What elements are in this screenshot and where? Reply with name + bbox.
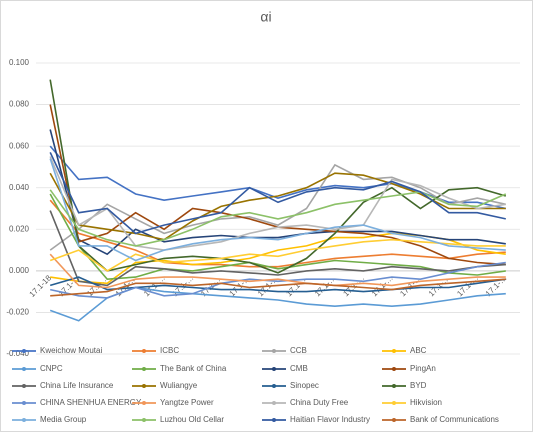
legend-marker: [22, 401, 26, 405]
legend-label: The Bank of China: [160, 364, 227, 373]
legend-label: China Life Insurance: [40, 381, 114, 390]
legend-label: CNPC: [40, 364, 63, 373]
y-tick-label: 0.100: [9, 58, 30, 67]
legend-label: Haitian Flavor Industry: [290, 415, 370, 424]
series-line: [49, 210, 506, 287]
legend-label: Hikvision: [410, 398, 442, 407]
series-line: [50, 278, 506, 297]
legend-marker: [272, 401, 276, 405]
series-line: [49, 158, 506, 262]
series-line: [49, 276, 506, 293]
legend-marker: [142, 367, 146, 371]
series-line: [49, 199, 506, 268]
legend-label: Bank of Communications: [410, 415, 499, 424]
legend-label: Media Group: [40, 415, 87, 424]
legend-label: Yangtze Power: [160, 398, 214, 407]
legend-marker: [272, 384, 276, 388]
legend-marker: [22, 349, 26, 353]
legend-marker: [272, 418, 276, 422]
legend-marker: [272, 349, 276, 353]
legend-label: Wuliangye: [160, 381, 198, 390]
legend-marker: [142, 401, 146, 405]
legend-label: PingAn: [410, 364, 436, 373]
series-line: [49, 189, 507, 247]
legend-label: CMB: [290, 364, 308, 373]
legend-marker: [392, 401, 396, 405]
legend-marker: [142, 384, 146, 388]
legend-label: China Duty Free: [290, 398, 349, 407]
legend-marker: [272, 367, 276, 371]
legend-marker: [392, 384, 396, 388]
series-line: [49, 129, 506, 256]
series-line: [49, 156, 506, 251]
legend-marker: [22, 418, 26, 422]
legend-marker: [392, 418, 396, 422]
legend-label: Sinopec: [290, 381, 319, 390]
legend-label: BYD: [410, 381, 427, 390]
legend-marker: [22, 367, 26, 371]
series-line: [49, 238, 506, 272]
legend-marker: [142, 418, 146, 422]
y-tick-label: 0.020: [9, 224, 30, 233]
legend-label: CCB: [290, 346, 307, 355]
legend-marker: [392, 367, 396, 371]
series-line: [49, 163, 506, 251]
y-tick-label: 0.000: [9, 266, 30, 275]
series-line: [49, 79, 507, 274]
y-tick-label: 0.060: [9, 141, 30, 150]
series-line: [49, 152, 506, 235]
y-tick-label: 0.080: [9, 100, 30, 109]
legend-marker: [22, 384, 26, 388]
series-line: [49, 253, 506, 289]
legend-label: ICBC: [160, 346, 179, 355]
y-tick-label: -0.020: [6, 308, 29, 317]
y-tick-label: -0.040: [6, 349, 29, 358]
series-line: [50, 261, 506, 299]
legend-marker: [142, 349, 146, 353]
y-tick-label: 0.040: [9, 183, 30, 192]
legend-label: Kweichow Moutai: [40, 346, 102, 355]
legend-label: ABC: [410, 346, 427, 355]
legend-label: CHINA SHENHUA ENERGY: [40, 398, 142, 407]
legend-label: Luzhou Old Cellar: [160, 415, 224, 424]
legend-marker: [392, 349, 396, 353]
chart-title: αi: [260, 9, 271, 25]
